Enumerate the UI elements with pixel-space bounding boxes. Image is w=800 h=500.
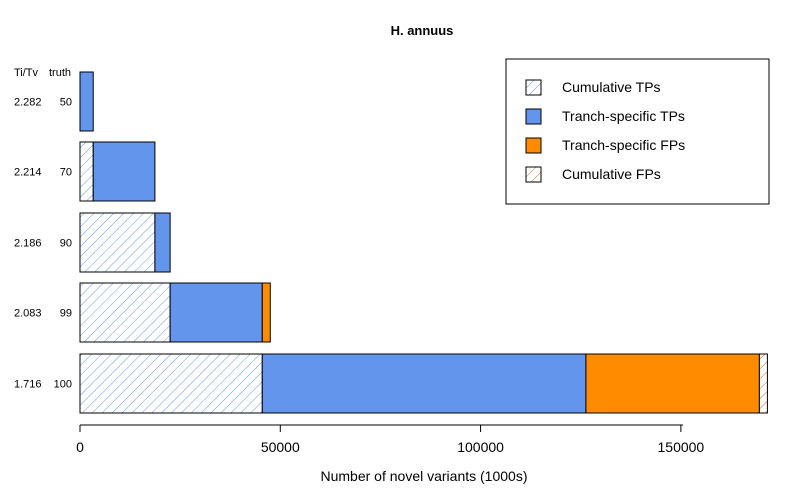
legend: Cumulative TPs Tranch-specific TPs Tranc… (505, 58, 770, 205)
bar-cumulative-tps-row-2 (79, 141, 94, 202)
bar-tranch-specific-fps-row-4 (261, 282, 271, 343)
row-header-truth: truth (49, 67, 71, 79)
bar-tranch-specific-tps-row-3 (154, 212, 171, 273)
bar-cumulative-tps-row-4 (79, 282, 171, 343)
bars-layer (79, 71, 768, 414)
legend-swatch-cumulative-fps (525, 166, 542, 183)
row-titv-label: 2.214 (14, 167, 42, 179)
x-tick-label: 100000 (457, 439, 504, 455)
bar-cumulative-tps-row-5 (79, 353, 263, 414)
row-labels: 2.282 50 2.214 70 2.186 90 2.083 99 1.716 100 (14, 97, 72, 391)
x-tick-label: 150000 (658, 439, 705, 455)
legend-label-cumulative-fps: Cumulative FPs (562, 166, 661, 182)
bar-tranch-specific-tps-row-5 (261, 353, 587, 414)
row-truth-label: 90 (60, 238, 72, 250)
row-truth-label: 99 (60, 308, 72, 320)
row-truth-label: 50 (60, 97, 72, 109)
row-truth-label: 100 (54, 379, 72, 391)
row-truth-label: 70 (60, 167, 72, 179)
legend-swatch-tranch-specific-fps (525, 137, 542, 154)
bar-tranch-specific-tps-row-2 (92, 141, 156, 202)
row-titv-label: 2.282 (14, 97, 42, 109)
row-titv-label: 2.186 (14, 238, 42, 250)
bar-cumulative-fps-row-5 (758, 353, 768, 414)
bar-tranch-specific-tps-row-4 (169, 282, 263, 343)
legend-label-tranch-specific-fps: Tranch-specific FPs (562, 137, 685, 153)
x-axis-ticks: 0 50000 100000 150000 (76, 425, 704, 455)
row-titv-label: 1.716 (14, 379, 42, 391)
chart-title: H. annuus (391, 23, 454, 38)
legend-swatch-cumulative-tps (525, 79, 542, 96)
legend-label-tranch-specific-tps: Tranch-specific TPs (562, 108, 685, 124)
legend-box (505, 58, 770, 205)
bar-tranch-specific-fps-row-5 (585, 353, 760, 414)
legend-label-cumulative-tps: Cumulative TPs (562, 79, 661, 95)
x-tick-label: 0 (76, 439, 84, 455)
bar-cumulative-tps-row-3 (79, 212, 156, 273)
x-tick-label: 50000 (261, 439, 300, 455)
row-header-titv: Ti/Tv (14, 67, 39, 79)
x-axis-label: Number of novel variants (1000s) (321, 468, 528, 484)
row-titv-label: 2.083 (14, 308, 42, 320)
legend-swatch-tranch-specific-tps (525, 108, 542, 125)
bar-tranch-specific-tps-row-1 (79, 71, 94, 132)
